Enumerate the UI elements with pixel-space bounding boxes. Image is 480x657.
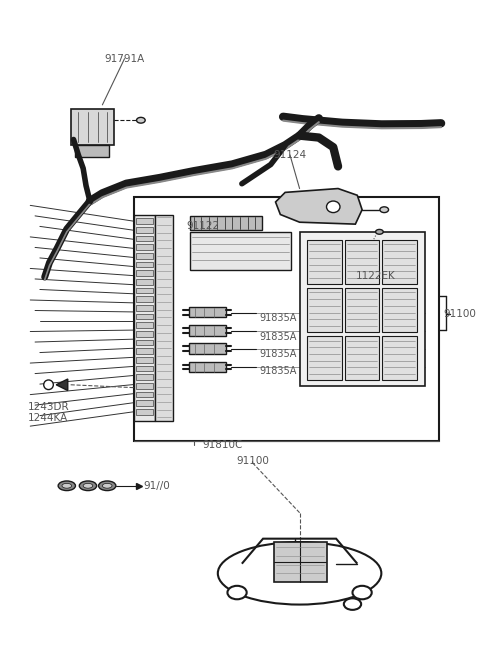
Text: 91835A: 91835A bbox=[259, 349, 297, 359]
Bar bbox=[307, 336, 342, 380]
Ellipse shape bbox=[326, 201, 340, 213]
Ellipse shape bbox=[102, 484, 112, 488]
Bar bbox=[136, 392, 154, 397]
Bar bbox=[136, 348, 154, 354]
Bar bbox=[136, 236, 154, 241]
Polygon shape bbox=[276, 189, 362, 224]
Bar bbox=[345, 240, 379, 284]
Text: 91122: 91122 bbox=[187, 221, 220, 231]
Circle shape bbox=[44, 380, 53, 390]
Bar bbox=[136, 409, 154, 415]
Ellipse shape bbox=[380, 207, 388, 213]
Ellipse shape bbox=[83, 484, 93, 488]
Text: 91791A: 91791A bbox=[104, 54, 144, 64]
Bar bbox=[136, 322, 154, 328]
Bar bbox=[136, 365, 154, 371]
Bar bbox=[136, 218, 154, 224]
Text: 91100: 91100 bbox=[236, 456, 269, 466]
Bar bbox=[190, 232, 291, 270]
Bar bbox=[307, 240, 342, 284]
Text: 91835A: 91835A bbox=[259, 332, 297, 342]
Bar bbox=[136, 313, 154, 319]
Ellipse shape bbox=[228, 586, 247, 599]
Ellipse shape bbox=[352, 586, 372, 599]
Bar bbox=[136, 244, 154, 250]
Bar bbox=[71, 108, 114, 145]
Bar bbox=[136, 296, 154, 302]
Bar bbox=[189, 307, 226, 317]
Bar bbox=[189, 362, 226, 373]
Bar bbox=[134, 197, 439, 441]
Bar bbox=[136, 279, 154, 284]
Bar bbox=[136, 253, 154, 259]
Bar bbox=[136, 383, 154, 389]
Ellipse shape bbox=[375, 229, 383, 235]
Text: 1122EK: 1122EK bbox=[355, 271, 395, 281]
Bar bbox=[134, 215, 156, 421]
Text: 1243DR: 1243DR bbox=[27, 402, 69, 412]
Bar bbox=[136, 288, 154, 294]
Ellipse shape bbox=[62, 484, 72, 488]
Bar bbox=[136, 270, 154, 276]
Bar bbox=[136, 357, 154, 363]
Bar bbox=[75, 145, 109, 157]
Text: 91810C: 91810C bbox=[203, 440, 243, 450]
Bar bbox=[136, 340, 154, 346]
Text: 91835A: 91835A bbox=[259, 367, 297, 376]
Bar bbox=[382, 336, 417, 380]
Bar bbox=[345, 288, 379, 332]
Ellipse shape bbox=[344, 599, 361, 610]
Bar bbox=[190, 216, 262, 230]
Text: 91100: 91100 bbox=[443, 309, 476, 319]
Bar bbox=[136, 227, 154, 233]
Bar bbox=[156, 215, 173, 421]
Bar bbox=[345, 336, 379, 380]
Text: 1244KA: 1244KA bbox=[27, 413, 68, 424]
Text: 91124: 91124 bbox=[274, 150, 307, 160]
Ellipse shape bbox=[79, 481, 96, 491]
Text: 91835A: 91835A bbox=[259, 313, 297, 323]
Bar bbox=[274, 541, 326, 582]
Bar bbox=[136, 331, 154, 336]
Bar bbox=[382, 288, 417, 332]
Bar bbox=[136, 374, 154, 380]
Bar bbox=[189, 325, 226, 336]
Ellipse shape bbox=[98, 481, 116, 491]
Polygon shape bbox=[56, 379, 68, 390]
Bar bbox=[300, 232, 425, 386]
Ellipse shape bbox=[136, 118, 145, 123]
Text: 91//0: 91//0 bbox=[144, 481, 170, 491]
Bar bbox=[189, 344, 226, 354]
Bar bbox=[382, 240, 417, 284]
Bar bbox=[307, 288, 342, 332]
Ellipse shape bbox=[218, 542, 381, 604]
Bar bbox=[136, 400, 154, 406]
Bar bbox=[136, 261, 154, 267]
Bar bbox=[136, 305, 154, 311]
Ellipse shape bbox=[58, 481, 75, 491]
